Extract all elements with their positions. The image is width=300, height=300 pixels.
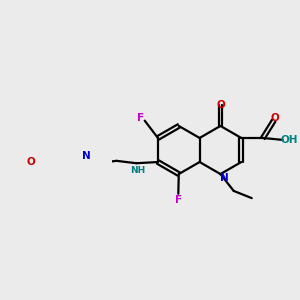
Text: O: O [26,157,35,167]
Text: F: F [175,195,182,205]
Text: NH: NH [130,166,145,175]
Text: O: O [216,100,225,110]
Text: N: N [82,151,91,161]
Text: N: N [220,173,228,183]
Text: OH: OH [281,135,298,145]
Text: O: O [271,113,279,123]
Text: F: F [137,113,144,123]
